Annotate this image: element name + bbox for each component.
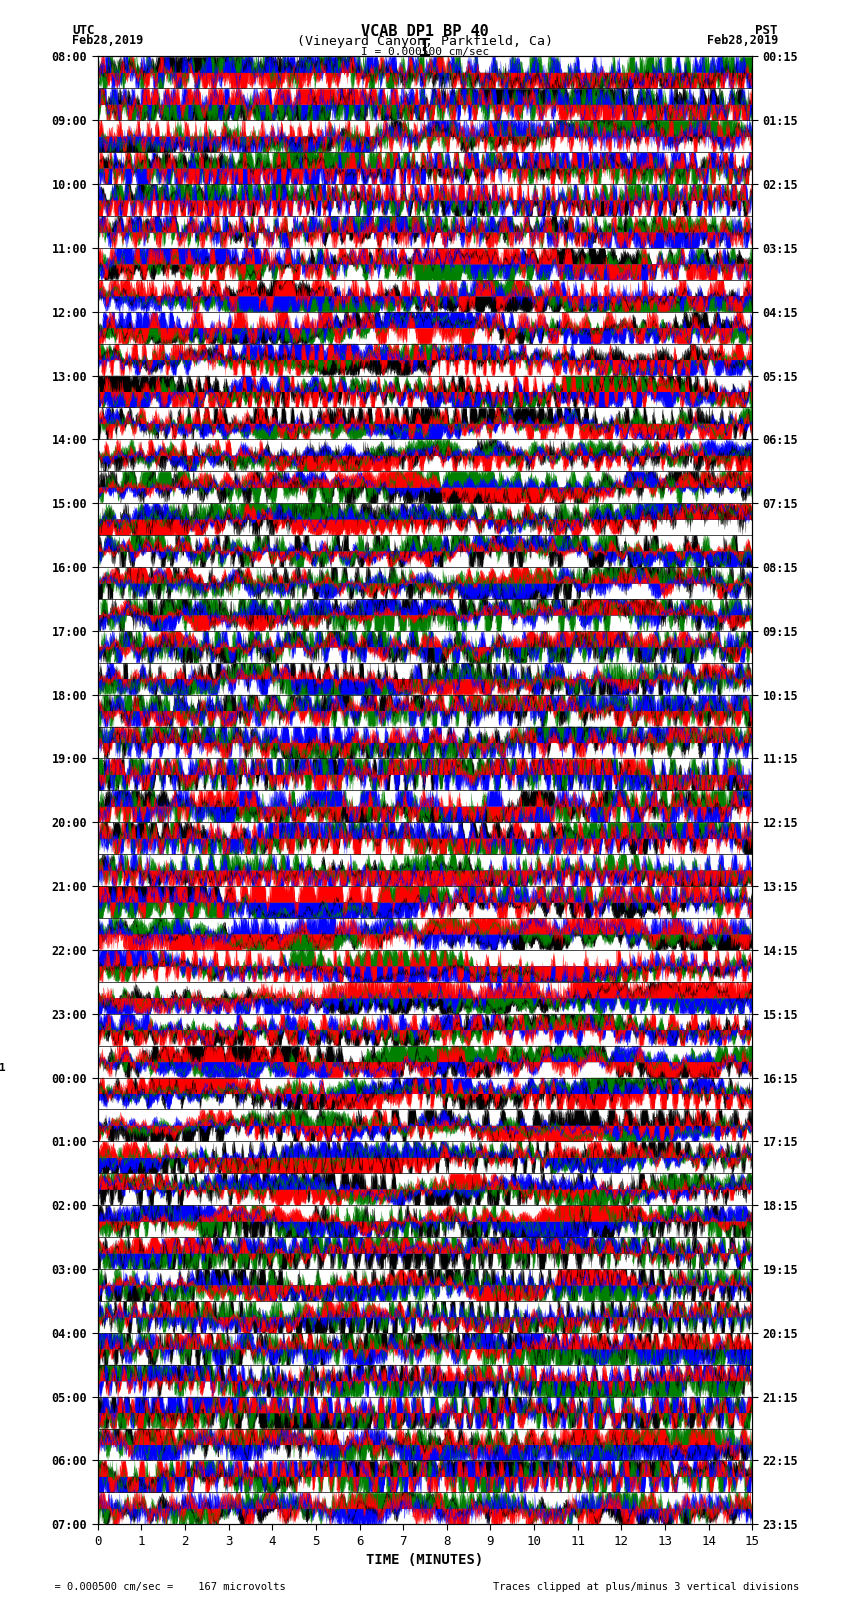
Text: Traces clipped at plus/minus 3 vertical divisions: Traces clipped at plus/minus 3 vertical … — [493, 1582, 799, 1592]
X-axis label: TIME (MINUTES): TIME (MINUTES) — [366, 1553, 484, 1568]
Text: Feb28,2019: Feb28,2019 — [72, 34, 144, 47]
Text: = 0.000500 cm/sec =    167 microvolts: = 0.000500 cm/sec = 167 microvolts — [42, 1582, 286, 1592]
Text: UTC: UTC — [72, 24, 94, 37]
Text: Mar 1: Mar 1 — [0, 1063, 6, 1073]
Text: VCAB DP1 BP 40: VCAB DP1 BP 40 — [361, 24, 489, 39]
Text: Feb28,2019: Feb28,2019 — [706, 34, 778, 47]
Text: I = 0.000500 cm/sec: I = 0.000500 cm/sec — [361, 47, 489, 56]
Text: PST: PST — [756, 24, 778, 37]
Text: (Vineyard Canyon, Parkfield, Ca): (Vineyard Canyon, Parkfield, Ca) — [297, 35, 553, 48]
